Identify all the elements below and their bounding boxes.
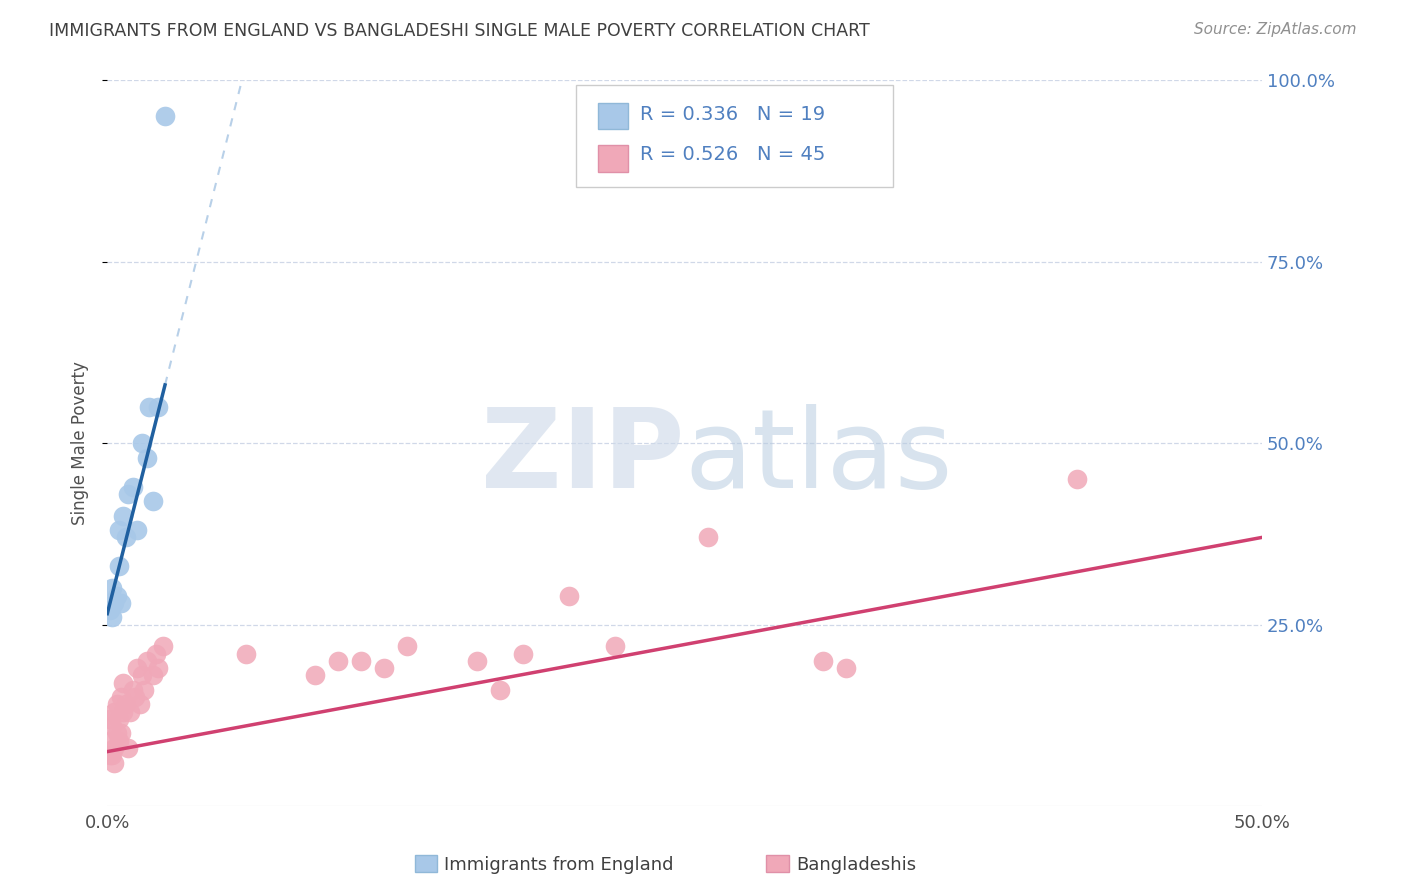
Point — [465, 654, 488, 668]
Point — [110, 726, 132, 740]
Point — [98, 733, 121, 747]
Point — [131, 668, 153, 682]
Point — [127, 661, 149, 675]
Text: R = 0.526   N = 45: R = 0.526 N = 45 — [640, 145, 825, 163]
Point — [131, 436, 153, 450]
Point — [127, 523, 149, 537]
Point — [112, 675, 135, 690]
Point — [142, 494, 165, 508]
Point — [101, 748, 124, 763]
Point — [121, 682, 143, 697]
Point — [110, 690, 132, 705]
Point — [142, 668, 165, 682]
Point — [101, 581, 124, 595]
Text: IMMIGRANTS FROM ENGLAND VS BANGLADESHI SINGLE MALE POVERTY CORRELATION CHART: IMMIGRANTS FROM ENGLAND VS BANGLADESHI S… — [49, 22, 870, 40]
Point — [114, 698, 136, 712]
Point — [696, 530, 718, 544]
Point — [138, 400, 160, 414]
Text: Bangladeshis: Bangladeshis — [796, 856, 915, 874]
Point — [112, 705, 135, 719]
Point — [103, 705, 125, 719]
Y-axis label: Single Male Poverty: Single Male Poverty — [72, 361, 89, 525]
Point — [108, 523, 131, 537]
Point — [512, 647, 534, 661]
Point — [110, 596, 132, 610]
Point — [811, 654, 834, 668]
Point — [103, 741, 125, 756]
Point — [304, 668, 326, 682]
Point — [134, 682, 156, 697]
Point — [146, 400, 169, 414]
Point — [489, 682, 512, 697]
Point — [558, 589, 581, 603]
Text: Source: ZipAtlas.com: Source: ZipAtlas.com — [1194, 22, 1357, 37]
Point — [835, 661, 858, 675]
Point — [98, 603, 121, 617]
Point — [108, 712, 131, 726]
Point — [98, 712, 121, 726]
Point — [105, 698, 128, 712]
Point — [350, 654, 373, 668]
Point — [152, 640, 174, 654]
Point — [98, 748, 121, 763]
Point — [114, 530, 136, 544]
Point — [128, 698, 150, 712]
Point — [121, 480, 143, 494]
Point — [373, 661, 395, 675]
Point — [101, 610, 124, 624]
Text: Immigrants from England: Immigrants from England — [444, 856, 673, 874]
Point — [124, 690, 146, 705]
Point — [135, 450, 157, 465]
Point — [103, 596, 125, 610]
Point — [117, 741, 139, 756]
Point — [105, 726, 128, 740]
Text: R = 0.336   N = 19: R = 0.336 N = 19 — [640, 105, 825, 124]
Point — [108, 559, 131, 574]
Point — [101, 719, 124, 733]
Text: ZIP: ZIP — [481, 404, 685, 511]
Point — [103, 756, 125, 770]
Text: atlas: atlas — [685, 404, 953, 511]
Point — [396, 640, 419, 654]
Point — [1066, 472, 1088, 486]
Point — [328, 654, 350, 668]
Point — [235, 647, 257, 661]
Point — [153, 109, 176, 123]
Point — [145, 647, 167, 661]
Point — [105, 589, 128, 603]
Point — [146, 661, 169, 675]
Point — [108, 733, 131, 747]
Point — [112, 508, 135, 523]
Point — [120, 705, 142, 719]
Point — [117, 487, 139, 501]
Point — [605, 640, 627, 654]
Point — [135, 654, 157, 668]
